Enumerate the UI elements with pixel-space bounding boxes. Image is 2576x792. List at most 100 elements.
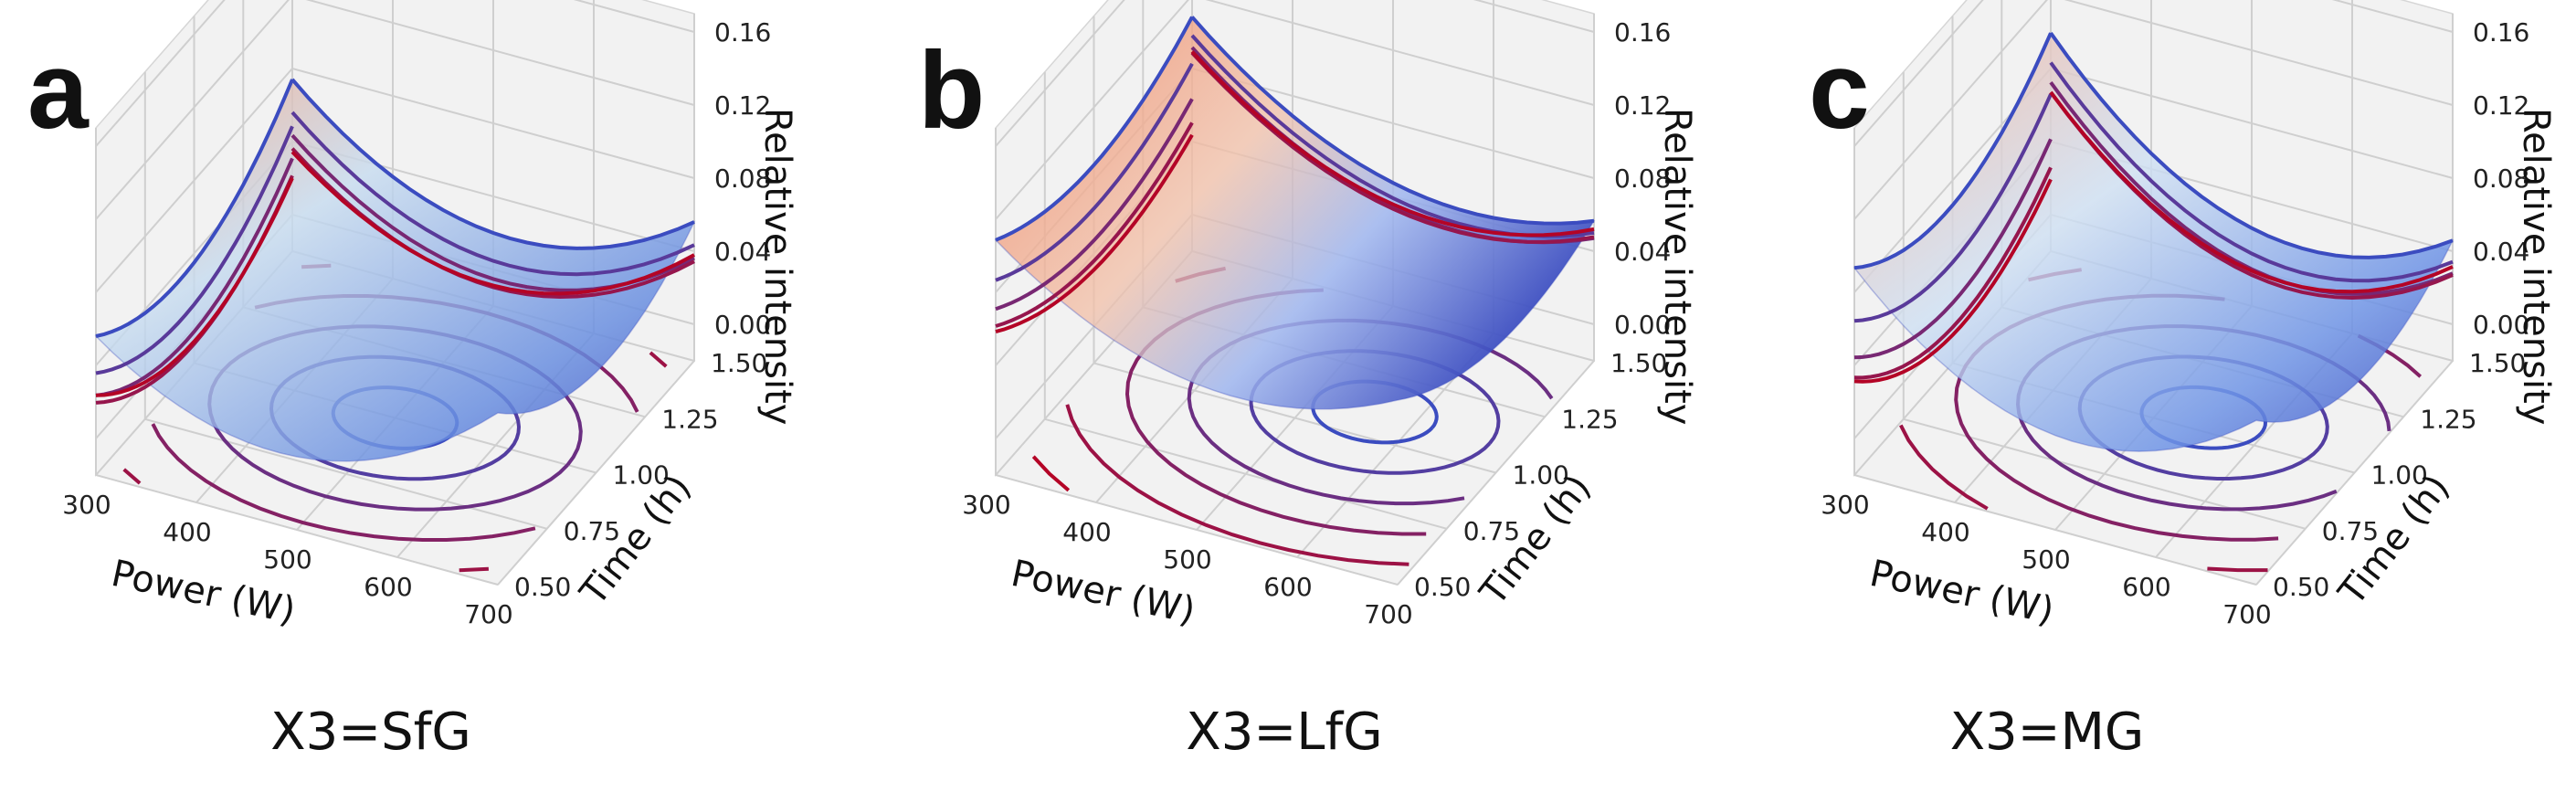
gridline-z <box>95 0 695 220</box>
z-axis-label: Relative intensity <box>756 108 798 425</box>
z-tick-label: 0.08 <box>1614 164 1671 194</box>
side-wall-line <box>1853 178 2053 384</box>
y-tick-label: 1.50 <box>711 348 767 378</box>
gridline-y <box>95 128 499 586</box>
side-wall-line <box>95 177 294 397</box>
side-wall-line <box>995 62 1194 282</box>
y-tick-label: 1.25 <box>2420 404 2476 434</box>
back-wall-line <box>2049 61 2454 283</box>
gridline-z <box>95 67 695 293</box>
contour-line <box>459 566 489 573</box>
panel-letter: c <box>1809 29 1870 152</box>
z-tick-label: 0.12 <box>2473 90 2529 121</box>
contour-line <box>1065 404 1409 566</box>
back-wall-line <box>290 150 695 296</box>
x-tick-label: 400 <box>163 517 211 547</box>
gridline-z <box>95 0 695 147</box>
z-tick-label: 0.00 <box>1614 310 1671 340</box>
panel-caption: X3=SfG <box>270 702 471 762</box>
contour-line <box>1899 424 1989 511</box>
z-tick-label: 0.00 <box>2473 310 2529 340</box>
wall-projection-lines <box>95 78 695 405</box>
panel-caption: X3=MG <box>1950 702 2145 762</box>
y-tick-label: 1.25 <box>1561 404 1618 434</box>
z-tick-label: 0.08 <box>714 164 771 194</box>
z-tick-label: 0.16 <box>1614 17 1671 48</box>
x-tick-label: 400 <box>1921 517 1969 547</box>
side-wall-line <box>1853 32 2053 270</box>
contour-line <box>1031 455 1071 492</box>
y-tick-label: 0.50 <box>514 572 571 602</box>
x-tick-label: 700 <box>2222 599 2271 629</box>
back-wall-line <box>1190 16 1595 226</box>
x-tick-label: 300 <box>962 490 1010 520</box>
gridline-y <box>995 128 1399 586</box>
panel-letter: b <box>918 29 985 152</box>
side-wall-line <box>995 98 1194 312</box>
y-tick-label: 0.75 <box>1463 516 1520 546</box>
back-wall-line <box>290 78 695 250</box>
x-tick-label: 300 <box>62 490 111 520</box>
y-tick-label: 0.50 <box>2273 572 2329 602</box>
x-tick-label: 400 <box>1062 517 1111 547</box>
side-wall-line <box>995 133 1194 334</box>
gridline-y <box>1902 71 2307 530</box>
x-tick-label: 700 <box>1364 599 1412 629</box>
panel-caption: X3=LfG <box>1186 702 1382 762</box>
z-tick-label: 0.00 <box>714 310 771 340</box>
x-tick-label: 600 <box>364 572 412 602</box>
side-wall-line <box>95 79 294 338</box>
gridline-z <box>1853 0 2454 220</box>
y-tick-label: 1.00 <box>1513 460 1569 491</box>
x-tick-label: 500 <box>263 544 311 575</box>
back-wall-line <box>1190 50 1595 238</box>
back-wall-line <box>2049 32 2454 259</box>
x-tick-label: 600 <box>2122 572 2170 602</box>
z-tick-label: 0.04 <box>714 237 771 267</box>
side-wall-line <box>1853 93 2053 323</box>
wall-projection-lines <box>995 16 1595 334</box>
contour-line <box>122 468 142 485</box>
gridline-y <box>1853 128 2257 586</box>
contour-line <box>151 423 536 542</box>
x-tick-label: 700 <box>464 599 512 629</box>
back-wall-line <box>290 111 695 277</box>
y-tick-label: 1.00 <box>2371 460 2428 491</box>
z-tick-label: 0.12 <box>714 90 771 121</box>
z-tick-label: 0.04 <box>1614 237 1671 267</box>
y-tick-label: 1.25 <box>661 404 718 434</box>
back-wall-line <box>2049 90 2454 294</box>
side-wall-line <box>1853 166 2053 380</box>
x-tick-label: 600 <box>1263 572 1312 602</box>
z-tick-label: 0.16 <box>714 17 771 48</box>
contour-line <box>2207 566 2268 573</box>
side-wall-line <box>95 125 294 375</box>
contour-line <box>649 351 668 368</box>
y-tick-label: 0.75 <box>2322 516 2379 546</box>
side-wall-line <box>995 121 1194 328</box>
z-tick-label: 0.08 <box>2473 164 2529 194</box>
gridline-y <box>1093 16 1496 474</box>
y-tick-label: 1.50 <box>1610 348 1667 378</box>
gridline-z <box>1853 0 2454 147</box>
y-tick-label: 1.50 <box>2469 348 2526 378</box>
y-tick-label: 1.00 <box>613 460 670 491</box>
gridline-y <box>143 71 548 530</box>
z-tick-label: 0.04 <box>2473 237 2529 267</box>
side-wall-line <box>995 16 1194 242</box>
side-wall-line <box>1853 138 2053 360</box>
y-tick-label: 0.50 <box>1414 572 1471 602</box>
x-tick-label: 500 <box>2022 544 2070 575</box>
z-tick-label: 0.12 <box>1614 90 1671 121</box>
side-wall-line <box>95 157 294 397</box>
z-axis-label: Relative intensity <box>2515 108 2557 425</box>
gridline-z <box>995 0 1595 220</box>
x-tick-label: 300 <box>1821 490 1869 520</box>
z-axis-label: Relative intensity <box>1656 108 1698 425</box>
